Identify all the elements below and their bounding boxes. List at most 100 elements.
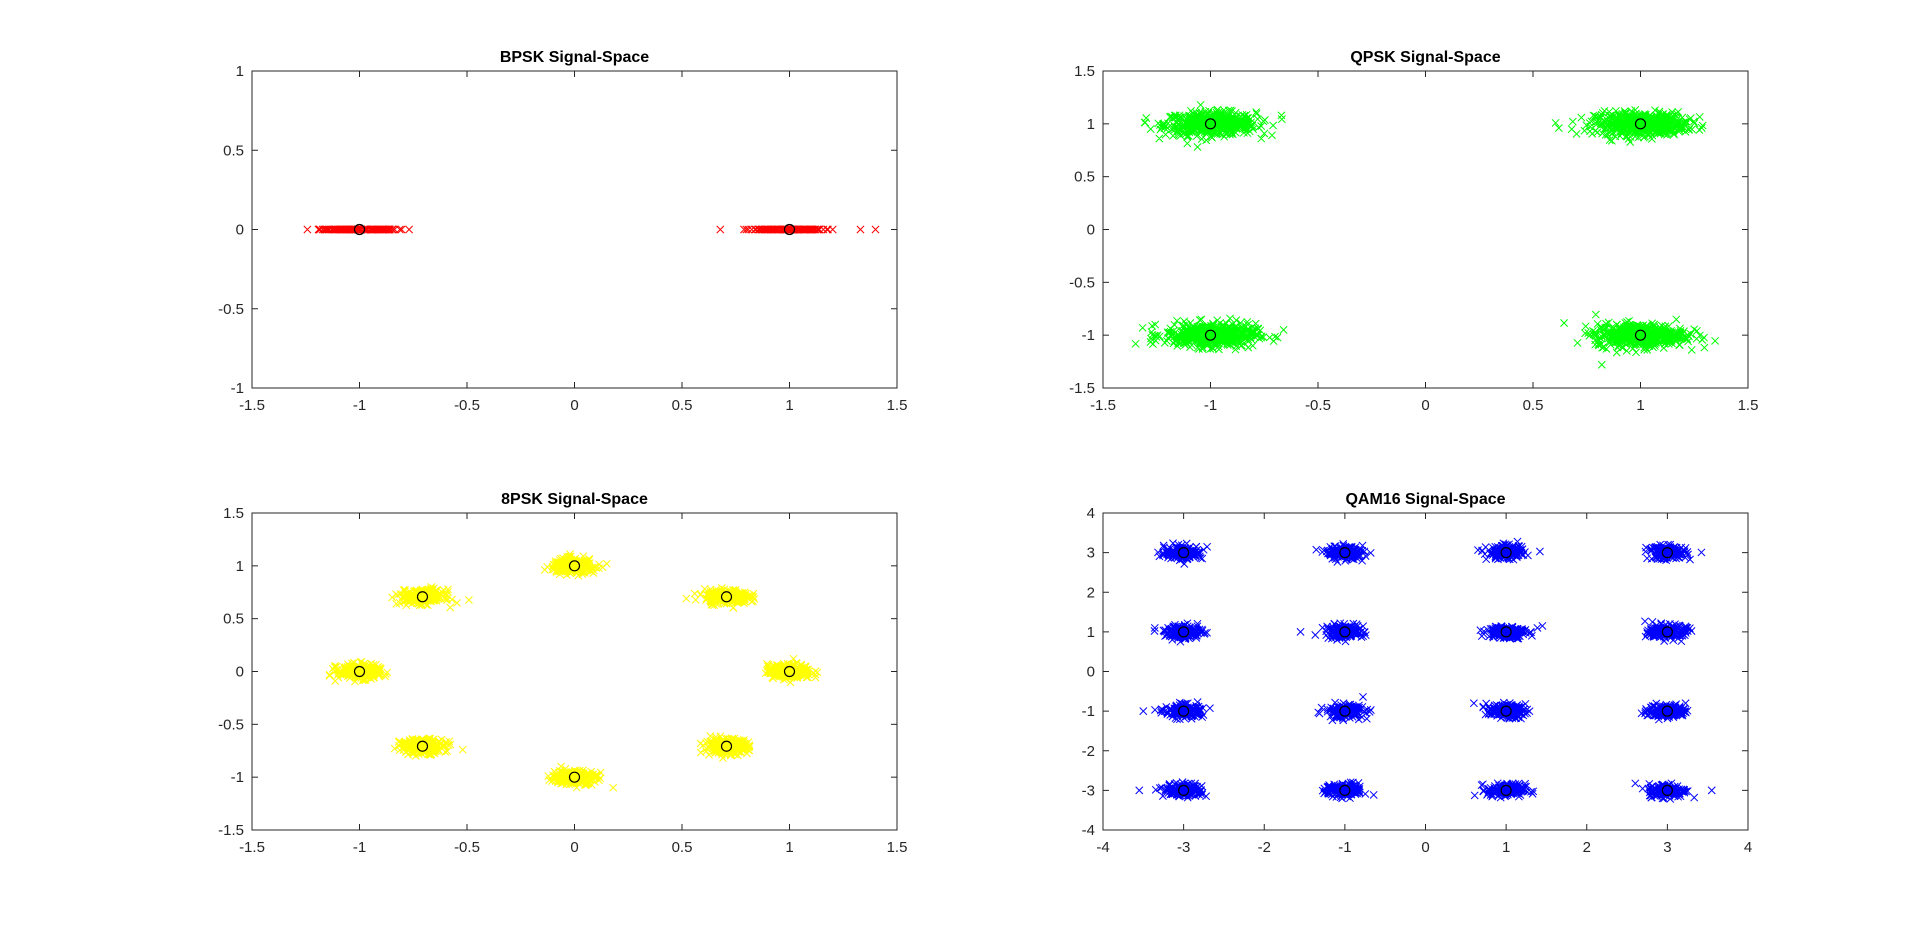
x-tick-label: 1.5: [887, 397, 908, 414]
cluster-1: [303, 225, 414, 234]
reference-point: [1178, 784, 1190, 796]
reference-point: [1500, 626, 1512, 638]
x-tick-label: -1: [1204, 397, 1217, 414]
x-tick-label: 0: [570, 397, 578, 414]
outlier-point: [1296, 627, 1305, 636]
axes-border: [251, 512, 898, 831]
x-tick-label: 0.5: [672, 397, 693, 414]
y-tick-label: -0.5: [218, 301, 244, 318]
y-tick-label: -1.5: [218, 822, 244, 839]
reference-point: [720, 591, 733, 603]
y-tick-label: 1.5: [223, 505, 244, 522]
outlier-point: [1135, 786, 1144, 795]
reference-point: [1339, 784, 1351, 796]
x-tick-label: -0.5: [1305, 397, 1331, 414]
cluster-7: [544, 762, 605, 792]
reference-point: [1634, 329, 1647, 341]
reference-point: [568, 771, 581, 783]
outlier-point: [1567, 125, 1576, 134]
reference-point: [783, 223, 796, 236]
cluster-3: [1131, 314, 1282, 354]
y-tick-label: 0: [236, 664, 244, 681]
axes-border: [251, 70, 898, 389]
x-tick-label: 0.5: [1523, 397, 1544, 414]
outlier-point: [1277, 111, 1286, 120]
series-2: [353, 560, 796, 783]
reference-point: [1661, 626, 1673, 638]
plot-area: [325, 550, 822, 792]
y-tick-label: 3: [1087, 545, 1095, 562]
reference-point: [1339, 705, 1351, 717]
x-tick-label: 1.5: [1738, 397, 1759, 414]
chart-panel-4: -4 -3 -2 -1 0 1 2 3 4 -4 -3 -2 -1 0 1 2 3 4 QAM16 Signal-S…: [1082, 491, 1753, 856]
reference-point: [1661, 547, 1673, 559]
outlier-point: [856, 225, 865, 234]
reference-point: [720, 740, 733, 752]
plot-area: [303, 223, 880, 236]
cluster-10: [1314, 692, 1375, 725]
x-tick-label: 1: [785, 839, 793, 856]
reference-point: [1178, 705, 1190, 717]
x-tick-label: -1: [353, 839, 366, 856]
reference-point: [1178, 626, 1190, 638]
y-tick-label: 0: [236, 222, 244, 239]
cluster-1: [1140, 100, 1286, 151]
y-tick-label: 0: [1087, 664, 1095, 681]
outlier-point: [871, 225, 880, 234]
chart-title: BPSK Signal-Space: [500, 49, 649, 66]
reference-point: [1339, 547, 1351, 559]
outlier-point: [458, 745, 467, 754]
y-tick-label: 1: [236, 63, 244, 80]
x-tick-label: 0: [570, 839, 578, 856]
y-tick-label: -1: [231, 769, 244, 786]
reference-point: [416, 740, 429, 752]
outlier-point: [1554, 124, 1563, 133]
outlier-point: [682, 594, 691, 603]
x-tick-label: 1: [785, 397, 793, 414]
cluster-2: [1551, 106, 1707, 146]
y-tick-label: -1: [1082, 703, 1095, 720]
x-tick-label: 1: [1502, 839, 1510, 856]
cluster-8: [696, 732, 754, 762]
series-1: [303, 225, 880, 234]
y-tick-label: 1.5: [1074, 63, 1095, 80]
y-tick-label: 0: [1087, 222, 1095, 239]
axes-border: [1102, 512, 1749, 831]
outlier-point: [1139, 707, 1148, 716]
y-tick-label: -0.5: [218, 716, 244, 733]
chart-panel-2: -1.5 -1 -0.5 0 0.5 1 1.5 -1.5 -1 -0.5 0 0.5 1 1.5 QPSK…: [1069, 49, 1758, 414]
x-tick-label: 4: [1744, 839, 1752, 856]
y-tick-label: 2: [1087, 584, 1095, 601]
reference-point: [1500, 784, 1512, 796]
reference-point: [783, 665, 796, 678]
reference-point: [353, 665, 366, 678]
reference-point: [1661, 784, 1673, 796]
reference-point: [568, 560, 581, 572]
cluster-14: [1318, 778, 1378, 803]
y-tick-label: 1: [1087, 624, 1095, 641]
reference-point: [1204, 329, 1217, 341]
x-tick-label: -1.5: [239, 397, 265, 414]
cluster-4: [1560, 310, 1720, 357]
x-tick-label: 1: [1636, 397, 1644, 414]
y-tick-label: -1: [1082, 327, 1095, 344]
outlier-point: [1469, 699, 1478, 708]
x-tick-label: 2: [1583, 839, 1591, 856]
x-tick-label: -1: [1338, 839, 1351, 856]
plot-area: [1131, 100, 1720, 369]
x-tick-label: -1.5: [1090, 397, 1116, 414]
axes-box: [1102, 512, 1749, 831]
outlier-point: [609, 783, 618, 792]
x-tick-label: 1.5: [887, 839, 908, 856]
axes-border: [1102, 70, 1749, 389]
reference-point: [416, 591, 429, 603]
reference-point: [1500, 705, 1512, 717]
x-tick-label: 3: [1663, 839, 1671, 856]
outlier-point: [1279, 325, 1288, 334]
y-tick-label: -4: [1082, 822, 1095, 839]
chart-title: QAM16 Signal-Space: [1345, 491, 1505, 508]
x-tick-label: -3: [1177, 839, 1190, 856]
cluster-4: [388, 582, 473, 612]
